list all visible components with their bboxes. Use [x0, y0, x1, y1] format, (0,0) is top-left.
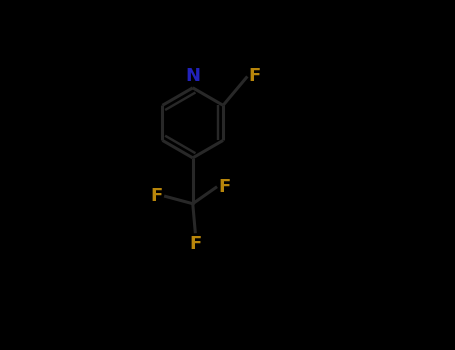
Text: F: F — [218, 178, 231, 196]
Text: N: N — [185, 66, 200, 85]
Text: F: F — [189, 234, 202, 253]
Text: F: F — [249, 68, 261, 85]
Text: F: F — [151, 187, 163, 205]
